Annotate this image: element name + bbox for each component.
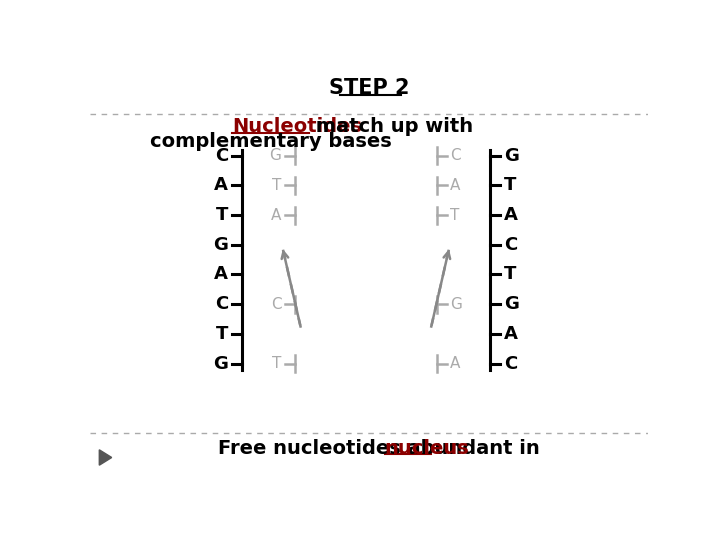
Text: T: T <box>272 356 282 371</box>
Text: G: G <box>451 296 462 312</box>
Text: C: C <box>504 236 517 254</box>
Text: Nucleotides: Nucleotides <box>232 117 362 136</box>
Text: T: T <box>451 207 460 222</box>
Text: G: G <box>269 148 282 163</box>
Text: A: A <box>451 356 461 371</box>
Text: A: A <box>504 325 518 343</box>
Text: A: A <box>271 207 282 222</box>
Text: C: C <box>215 147 228 165</box>
Text: C: C <box>271 296 282 312</box>
Text: T: T <box>504 266 516 284</box>
Text: G: G <box>213 236 228 254</box>
Text: match up with: match up with <box>310 117 474 136</box>
Text: C: C <box>215 295 228 313</box>
Text: complementary bases: complementary bases <box>150 132 392 151</box>
Text: nucleus: nucleus <box>384 439 469 458</box>
Text: T: T <box>272 178 282 193</box>
Text: C: C <box>451 148 461 163</box>
Text: T: T <box>215 206 228 224</box>
Text: A: A <box>451 178 461 193</box>
Text: G: G <box>504 295 518 313</box>
Text: G: G <box>504 147 518 165</box>
Text: T: T <box>504 177 516 194</box>
Text: C: C <box>504 355 517 373</box>
Text: STEP 2: STEP 2 <box>329 78 409 98</box>
Text: A: A <box>214 177 228 194</box>
Text: A: A <box>214 266 228 284</box>
Text: T: T <box>215 325 228 343</box>
Polygon shape <box>99 450 112 465</box>
Text: Free nucleotides abundant in: Free nucleotides abundant in <box>218 439 546 458</box>
Text: G: G <box>213 355 228 373</box>
Text: A: A <box>504 206 518 224</box>
